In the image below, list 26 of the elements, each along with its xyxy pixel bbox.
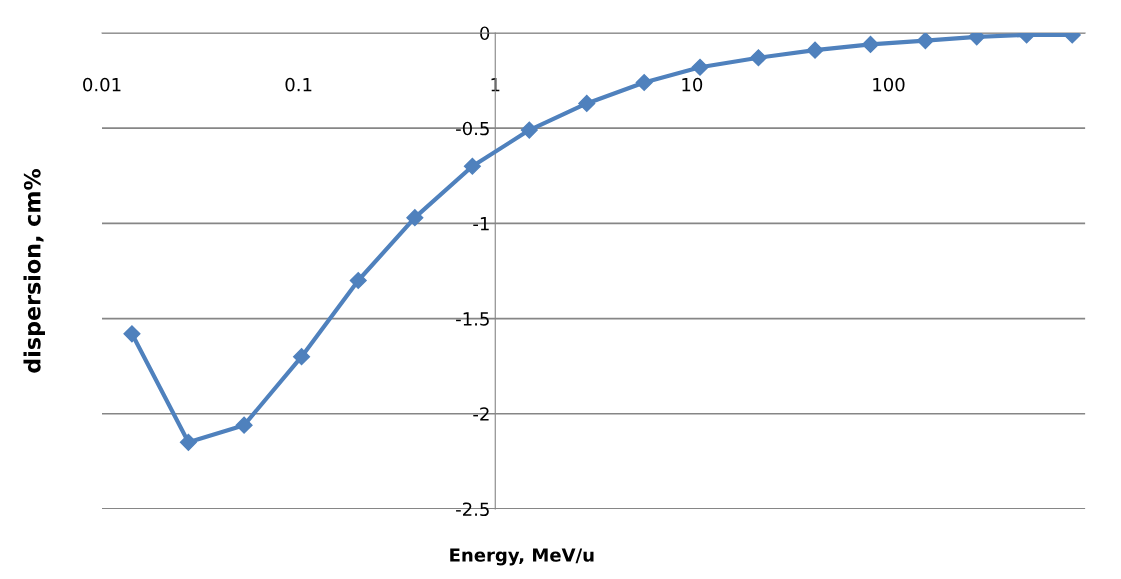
point xyxy=(520,121,538,139)
y-tick-label: -1.5 xyxy=(456,312,489,326)
point xyxy=(349,271,367,290)
y-tick-label: -2.5 xyxy=(456,502,489,517)
point xyxy=(635,73,653,92)
point xyxy=(406,209,424,227)
point xyxy=(691,58,709,76)
point xyxy=(179,433,197,451)
point xyxy=(463,157,481,175)
point xyxy=(235,416,253,434)
y-tick-label: -0.5 xyxy=(456,121,489,136)
point xyxy=(293,348,311,366)
x-tick-label: 10 xyxy=(682,77,703,92)
x-tick-label: 100 xyxy=(873,77,905,92)
y-axis-title: dispersion, cm% xyxy=(23,168,45,373)
y-tick-label: 0 xyxy=(480,26,490,41)
point xyxy=(578,94,596,112)
x-tick-label: 0.1 xyxy=(285,77,312,92)
x-axis-title: Energy, MeV/u xyxy=(450,548,594,566)
y-tick-label: -1 xyxy=(473,217,489,231)
point xyxy=(123,325,141,343)
x-tick-label: 0.01 xyxy=(83,77,121,92)
y-tick-label: -2 xyxy=(473,407,489,421)
point xyxy=(861,35,880,53)
point xyxy=(749,49,767,67)
point xyxy=(806,41,824,59)
